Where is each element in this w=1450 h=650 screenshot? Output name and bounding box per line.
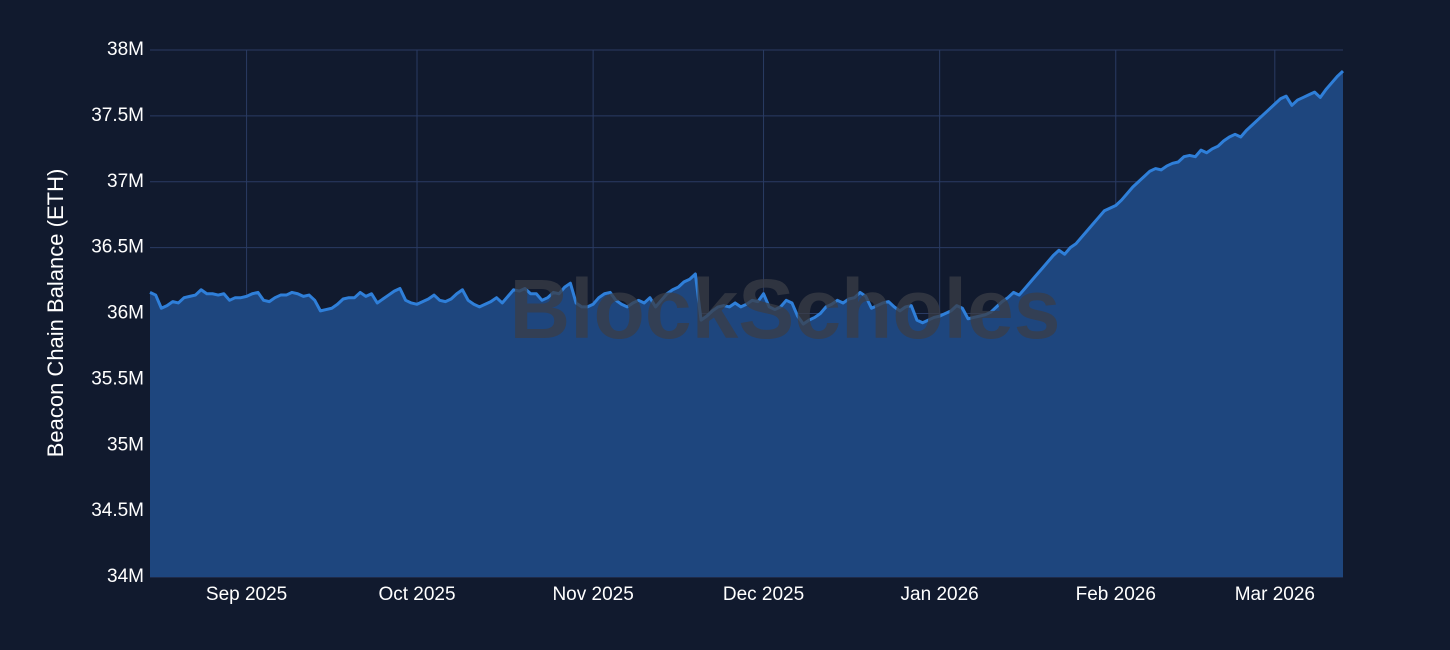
y-tick-label: 35.5M <box>91 368 144 389</box>
x-tick-label: Sep 2025 <box>206 584 287 605</box>
line <box>149 69 1345 326</box>
x-tick-label: Jan 2026 <box>901 584 979 605</box>
x-tick-label: Mar 2026 <box>1235 584 1315 605</box>
y-tick-label: 35M <box>107 434 144 455</box>
area <box>150 71 1343 577</box>
y-tick-label: 36.5M <box>91 237 144 258</box>
y-tick-label: 37.5M <box>91 105 144 126</box>
x-tick-label: Dec 2025 <box>723 584 804 605</box>
y-axis-label: Beacon Chain Balance (ETH) <box>43 169 68 458</box>
y-tick-label: 34M <box>107 566 144 587</box>
x-tick-label: Nov 2025 <box>552 584 633 605</box>
labels: 34M 34.5M 35M 35.5M 36M 36.5M 37M 37.5M 38M Sep 2… <box>91 39 1315 605</box>
y-tick-label: 38M <box>107 39 144 60</box>
marks <box>149 69 1345 577</box>
y-tick-label: 34.5M <box>91 500 144 521</box>
x-tick-label: Feb 2026 <box>1076 584 1156 605</box>
x-tick-label: Oct 2025 <box>378 584 455 605</box>
watermark: BlockScholes <box>510 262 1061 356</box>
y-tick-label: 37M <box>107 171 144 192</box>
y-tick-label: 36M <box>107 303 144 324</box>
